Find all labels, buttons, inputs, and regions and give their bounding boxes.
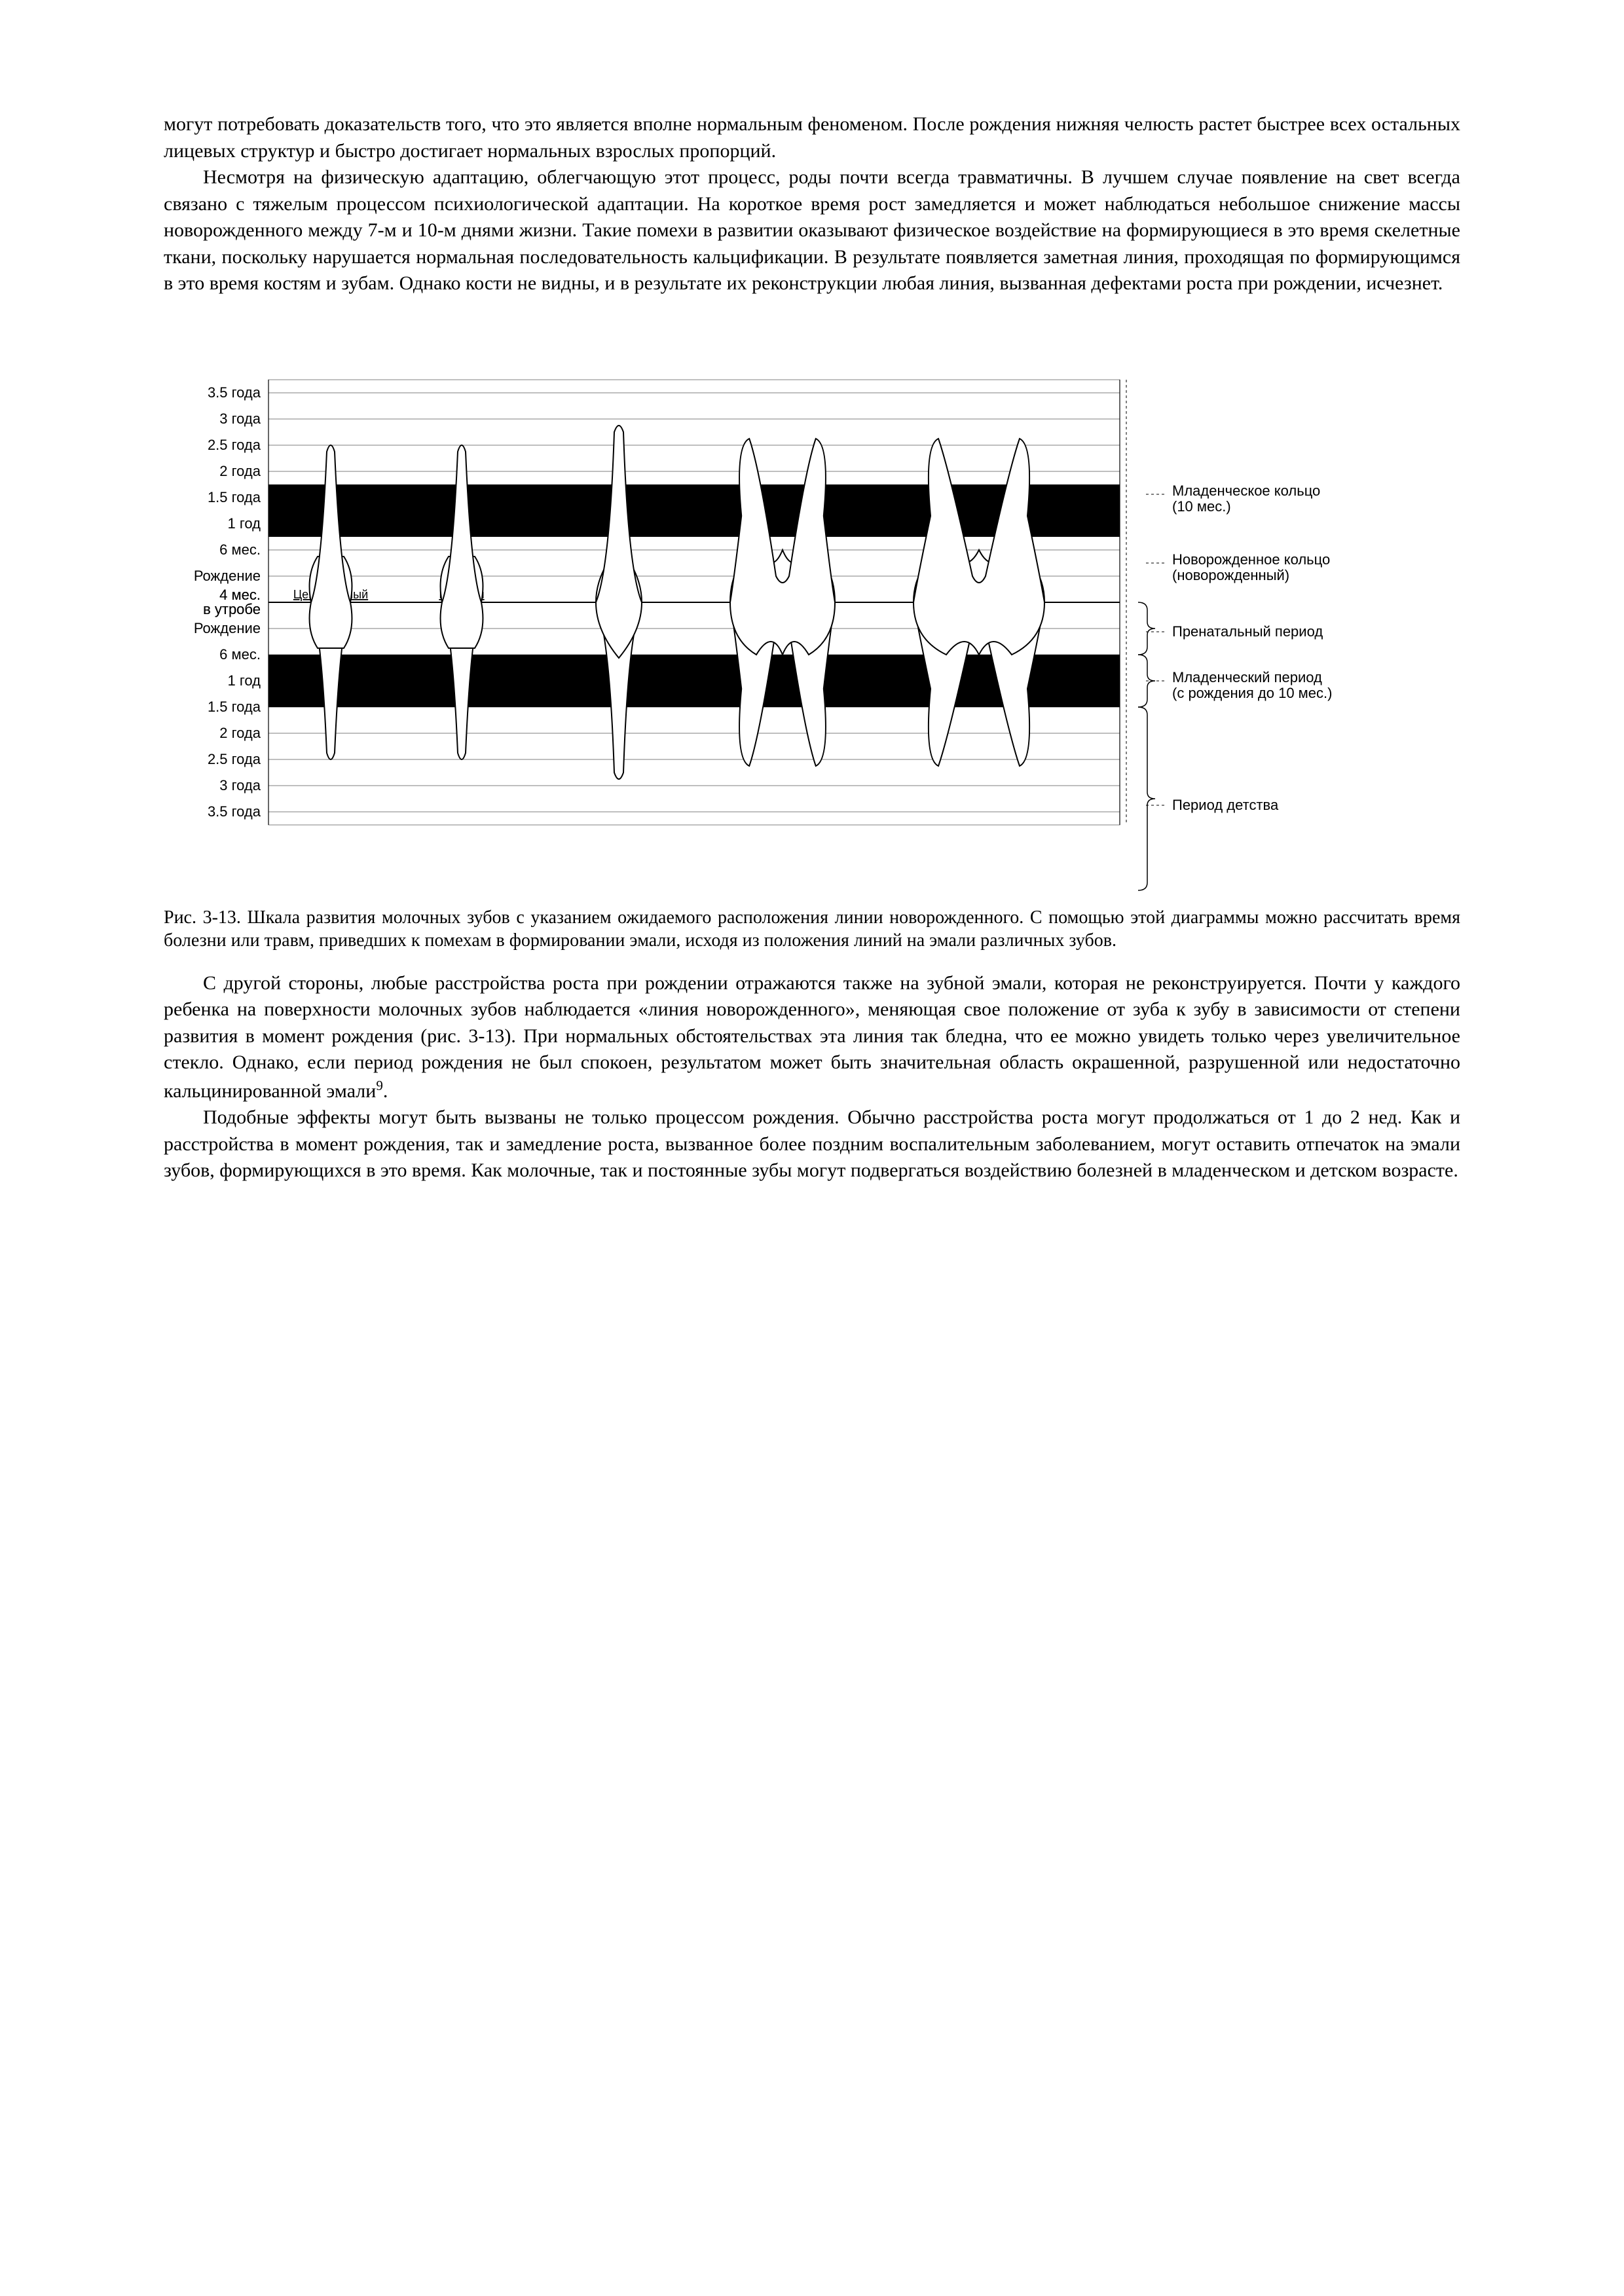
svg-text:Рождение: Рождение (194, 620, 261, 636)
svg-text:1 год: 1 год (228, 672, 261, 689)
figure-3-13: 4 мес.в утробеРождение6 мес.1 год1.5 год… (164, 301, 1460, 903)
svg-text:Младенческий период: Младенческий период (1172, 669, 1322, 685)
paragraph-3: С другой стороны, любые расстройства рос… (164, 970, 1460, 1105)
svg-text:2.5 года: 2.5 года (208, 751, 261, 767)
svg-text:1.5 года: 1.5 года (208, 489, 261, 505)
paragraph-3-text-b: . (383, 1080, 388, 1102)
svg-text:Период детства: Период детства (1172, 797, 1279, 813)
svg-text:(10 мес.): (10 мес.) (1172, 498, 1231, 515)
paragraph-1: могут потребовать доказательств того, чт… (164, 111, 1460, 164)
svg-text:1.5 года: 1.5 года (208, 699, 261, 715)
svg-text:3 года: 3 года (219, 777, 261, 793)
svg-text:2 года: 2 года (219, 463, 261, 479)
tooth-development-diagram: 4 мес.в утробеРождение6 мес.1 год1.5 год… (164, 301, 1460, 903)
svg-text:1 год: 1 год (228, 515, 261, 532)
svg-text:Рождение: Рождение (194, 568, 261, 584)
svg-text:Пренатальный период: Пренатальный период (1172, 623, 1323, 640)
svg-text:6 мес.: 6 мес. (219, 541, 261, 558)
paragraph-4: Подобные эффекты могут быть вызваны не т… (164, 1104, 1460, 1184)
figure-caption: Рис. 3-13. Шкала развития молочных зубов… (164, 906, 1460, 952)
svg-text:Младенческое кольцо: Младенческое кольцо (1172, 483, 1320, 499)
document-page: могут потребовать доказательств того, чт… (0, 0, 1624, 1315)
svg-text:2 года: 2 года (219, 725, 261, 741)
footnote-9: 9 (376, 1078, 383, 1093)
svg-text:в утробе: в утробе (203, 601, 261, 617)
svg-text:Новорожденное кольцо: Новорожденное кольцо (1172, 551, 1330, 568)
svg-text:2.5 года: 2.5 года (208, 437, 261, 453)
svg-text:3.5 года: 3.5 года (208, 384, 261, 401)
svg-text:(с рождения до 10 мес.): (с рождения до 10 мес.) (1172, 685, 1332, 701)
svg-text:3.5 года: 3.5 года (208, 803, 261, 820)
paragraph-3-text-a: С другой стороны, любые расстройства рос… (164, 972, 1460, 1102)
svg-text:3 года: 3 года (219, 410, 261, 427)
paragraph-2: Несмотря на физическую адаптацию, облегч… (164, 164, 1460, 297)
svg-text:(новорожденный): (новорожденный) (1172, 567, 1289, 583)
svg-text:6 мес.: 6 мес. (219, 646, 261, 663)
